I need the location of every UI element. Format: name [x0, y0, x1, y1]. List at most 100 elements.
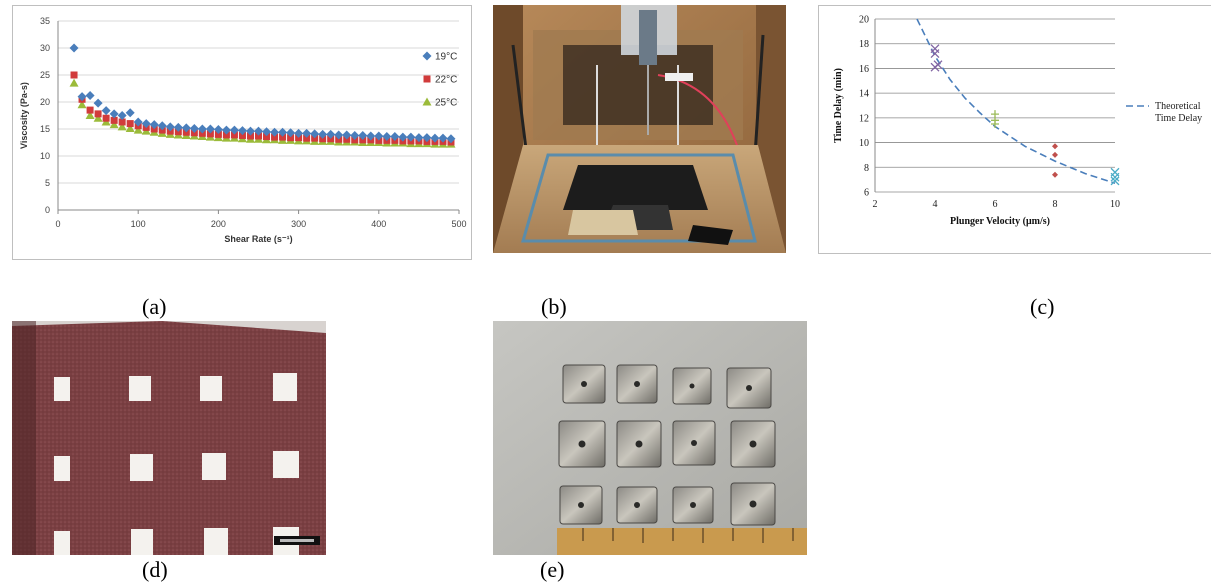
data-point [85, 111, 95, 119]
data-point [238, 131, 246, 139]
data-point [334, 130, 344, 140]
data-point [133, 117, 143, 127]
y-tick-label: 16 [859, 64, 869, 75]
data-point [930, 49, 940, 59]
legend-label: 25°C [435, 98, 457, 109]
time-delay-chart: 6 8 10 12 14 16 18 20 2 4 6 8 10 Plunger Velocity (μm… [833, 15, 1202, 228]
data-point [302, 128, 312, 138]
data-point [109, 109, 119, 119]
x-tick-label: 0 [55, 219, 60, 229]
data-point [93, 113, 103, 122]
x-tick-label: 10 [1110, 199, 1120, 210]
x-tick-label: 200 [211, 219, 226, 229]
x-tick-label: 500 [451, 219, 466, 229]
y-tick-label: 25 [40, 70, 50, 80]
series-19c [69, 43, 456, 144]
data-point [173, 122, 183, 132]
data-point [438, 133, 448, 143]
y-tick-label: 20 [859, 15, 869, 26]
data-point [69, 78, 79, 87]
data-point [69, 43, 79, 53]
data-point [93, 98, 103, 108]
y-axis-title: Viscosity (Pa-s) [19, 82, 29, 149]
data-point [255, 132, 262, 140]
data-point [205, 124, 215, 134]
data-point [398, 132, 408, 142]
data-point [206, 130, 214, 138]
y-tick-label: 5 [45, 178, 50, 188]
viscosity-chart-panel: 0 5 10 15 20 25 30 35 0 100 200 300 400 500 Shear Rate… [12, 5, 472, 260]
parts-photo [493, 321, 807, 555]
y-tick-label: 30 [40, 43, 50, 53]
data-point [350, 130, 360, 140]
viscosity-chart: 0 5 10 15 20 25 30 35 0 100 200 300 400 500 Shear Rate… [19, 16, 467, 244]
data-point [118, 118, 126, 126]
data-point [382, 132, 392, 142]
data-point [125, 123, 135, 132]
data-point [326, 129, 336, 139]
data-point [197, 124, 207, 134]
data-point [157, 121, 167, 131]
data-point [991, 120, 999, 129]
x-tick-label: 8 [1053, 199, 1058, 210]
legend-label: 22°C [435, 75, 457, 86]
x-tick-label: 100 [131, 219, 146, 229]
data-point [271, 133, 279, 141]
data-point [109, 120, 119, 129]
y-tick-label: 18 [859, 39, 869, 50]
data-point [358, 130, 368, 140]
data-point [254, 126, 263, 136]
data-point [278, 127, 288, 137]
data-point [230, 131, 238, 139]
data-point [213, 125, 223, 135]
points-velocity-10 [1110, 167, 1120, 186]
data-point [270, 127, 280, 137]
data-point [1110, 176, 1120, 186]
data-point [366, 131, 376, 141]
legend-label: 19°C [435, 52, 457, 63]
x-tick-label: 4 [933, 199, 938, 210]
x-tick-label: 2 [873, 199, 878, 210]
data-point [1052, 143, 1058, 150]
caption-b: (b) [541, 294, 567, 319]
data-point [430, 133, 440, 143]
y-tick-label: 15 [40, 124, 50, 134]
data-point [310, 129, 320, 139]
data-point [102, 114, 110, 122]
data-point [1052, 171, 1058, 178]
data-point [149, 120, 159, 130]
data-point [1110, 172, 1120, 182]
data-point [263, 133, 271, 141]
data-point [141, 119, 151, 129]
data-point [933, 60, 943, 70]
data-point [287, 134, 295, 142]
data-point [101, 106, 111, 116]
data-point [246, 132, 254, 140]
legend-marker [422, 97, 432, 106]
data-point [110, 116, 118, 124]
x-tick-label: 6 [993, 199, 998, 210]
data-point [214, 130, 222, 138]
points-velocity-4 [930, 44, 943, 72]
theoretical-curve [916, 18, 1116, 185]
y-tick-label: 10 [859, 138, 869, 149]
data-point [117, 122, 127, 131]
data-point [262, 127, 272, 137]
time-delay-chart-panel: 6 8 10 12 14 16 18 20 2 4 6 8 10 Plunger Velocity (μm… [818, 5, 1211, 254]
data-point [390, 132, 400, 142]
x-tick-label: 400 [371, 219, 386, 229]
y-tick-label: 10 [40, 151, 50, 161]
data-point [294, 128, 304, 138]
data-point [77, 100, 87, 109]
data-point [303, 134, 311, 142]
data-point [1052, 151, 1058, 158]
data-point [126, 120, 134, 128]
data-point [189, 123, 199, 133]
x-tick-label: 300 [291, 219, 306, 229]
y-tick-label: 0 [45, 205, 50, 215]
data-point [86, 106, 94, 114]
points-velocity-8 [1052, 143, 1058, 178]
y-tick-label: 8 [864, 163, 869, 174]
x-axis-title: Plunger Velocity (μm/s) [950, 216, 1050, 227]
data-point [222, 131, 230, 139]
